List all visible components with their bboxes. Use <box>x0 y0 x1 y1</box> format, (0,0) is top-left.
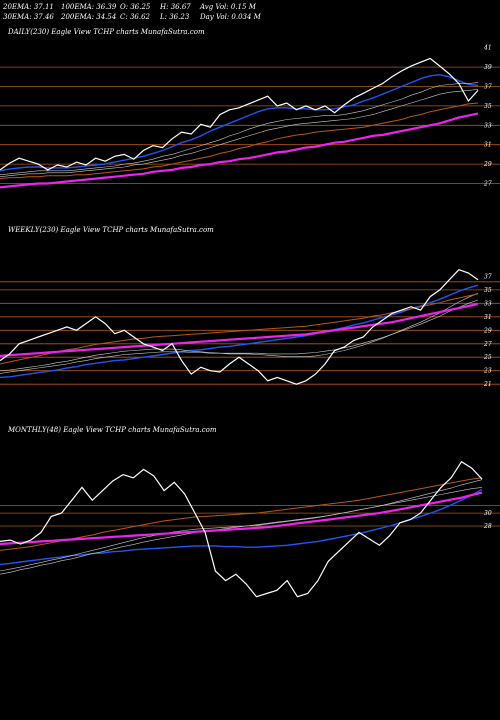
ema-line <box>0 112 479 189</box>
ema-line <box>0 82 479 175</box>
y-tick-label: 41 <box>483 45 492 52</box>
y-tick-label: 27 <box>483 341 492 348</box>
ema-line <box>0 284 479 379</box>
ema-line <box>0 479 483 572</box>
y-tick-label: 33 <box>484 300 492 307</box>
ema-line <box>0 102 479 180</box>
monthly-chart: 30 28 <box>0 460 500 598</box>
header-high: H: 36.67 <box>160 3 191 11</box>
y-tick-label: 21 <box>483 381 492 388</box>
y-tick-label: 31 <box>484 314 492 321</box>
header-low: L: 36.23 <box>160 13 190 21</box>
header-close: C: 36.62 <box>120 13 150 21</box>
ema-line <box>0 491 483 546</box>
y-tick-label: 31 <box>484 142 492 149</box>
y-tick-label: 33 <box>484 122 492 129</box>
ema-line <box>0 477 483 551</box>
y-tick-label: 30 <box>484 510 492 517</box>
ema-line <box>0 299 479 374</box>
y-tick-label: 37 <box>484 273 492 280</box>
daily-chart-label: DAILY(230) Eagle View TCHP charts Munafa… <box>8 28 205 36</box>
price-line <box>0 57 479 171</box>
header-20ema: 20EMA: 37.11 <box>3 3 54 11</box>
y-tick-label: 25 <box>483 354 492 361</box>
header-open: O: 36.25 <box>120 3 151 11</box>
header-avg-vol: Avg Vol: 0.15 M <box>200 3 256 11</box>
y-tick-label: 23 <box>483 368 492 375</box>
price-line <box>0 460 483 598</box>
ema-line <box>0 487 483 575</box>
price-line <box>0 269 479 385</box>
y-tick-label: 35 <box>484 287 492 294</box>
header-100ema: 100EMA: 36.39 <box>61 3 117 11</box>
ema-line <box>0 292 479 371</box>
ema-line <box>0 74 479 172</box>
header-200ema: 200EMA: 34.54 <box>61 13 117 21</box>
y-tick-label: 29 <box>483 161 492 168</box>
y-tick-label: 35 <box>484 103 492 110</box>
y-tick-label: 37 <box>484 84 492 91</box>
y-tick-label: 29 <box>483 327 492 334</box>
header-30ema: 30EMA: 37.46 <box>3 13 54 21</box>
y-tick-label: 28 <box>483 523 492 530</box>
header-day-vol: Day Vol: 0.034 M <box>200 13 261 21</box>
monthly-chart-label: MONTHLY(48) Eagle View TCHP charts Munaf… <box>8 426 217 434</box>
y-tick-label: 39 <box>484 64 492 71</box>
weekly-chart-label: WEEKLY(230) Eagle View TCHP charts Munaf… <box>8 226 214 234</box>
y-tick-label: 27 <box>483 181 492 188</box>
ema-line <box>0 89 479 177</box>
ema-line <box>0 302 479 357</box>
daily-chart: 41 39 37 35 33 31 29 27 <box>0 45 500 189</box>
weekly-chart: 37 35 33 31 29 27 25 23 21 <box>0 269 500 388</box>
